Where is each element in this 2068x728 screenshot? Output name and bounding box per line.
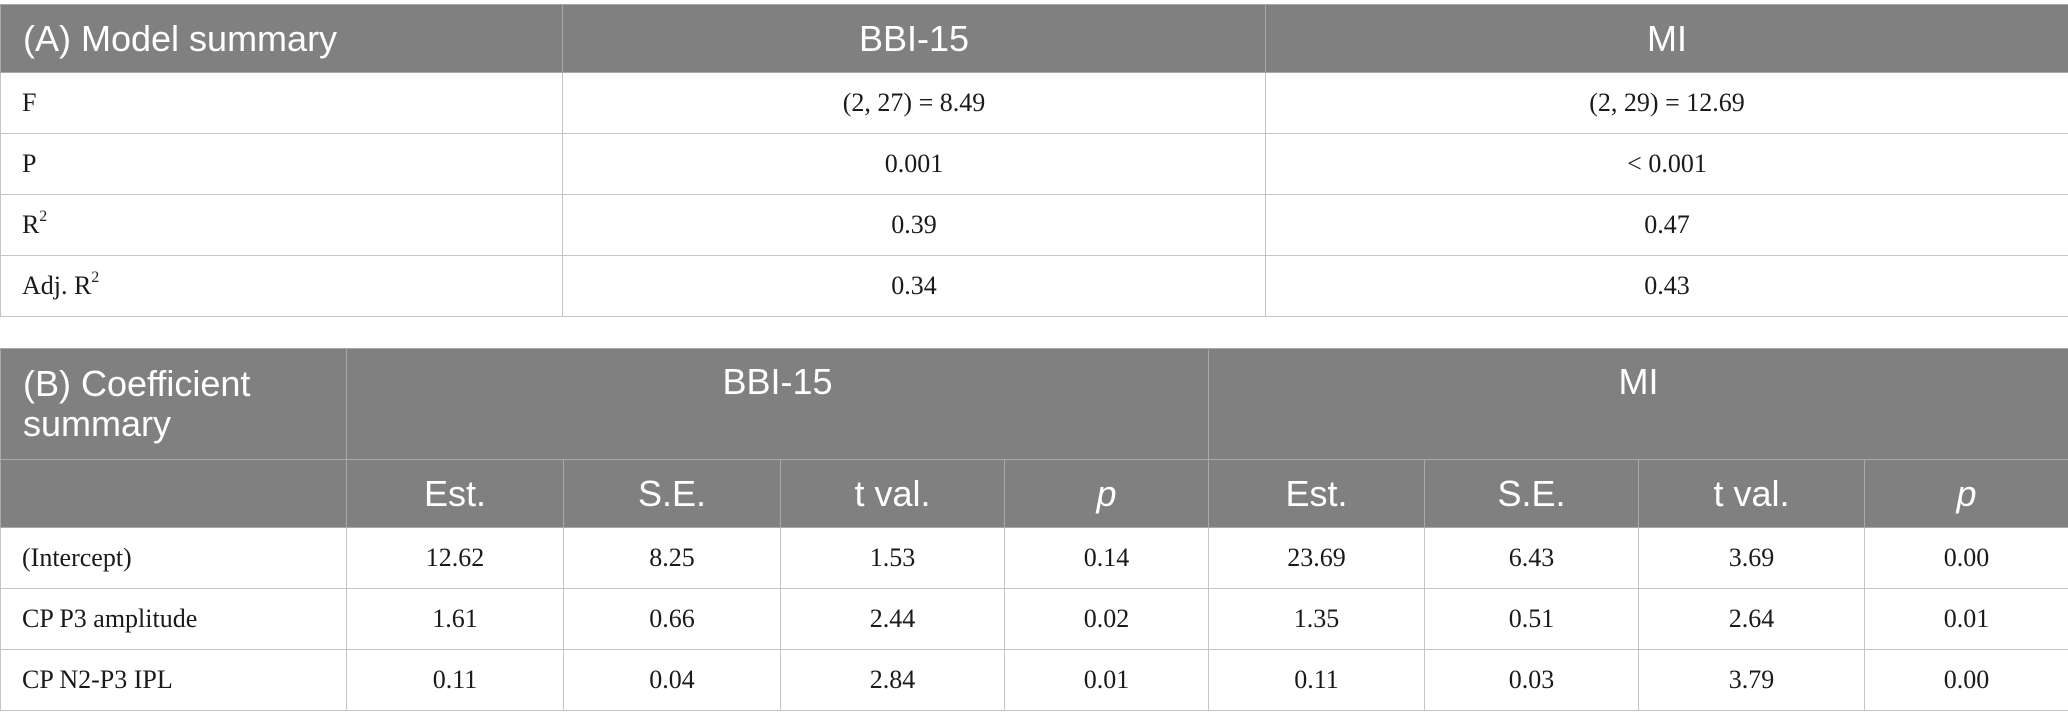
table-cell: 2.64 [1638, 588, 1865, 650]
table-row: Adj. R2 0.34 0.43 [0, 255, 2068, 317]
cell-f-bbi15: (2, 27) = 8.49 [562, 72, 1266, 134]
cell-r2-mi: 0.47 [1265, 194, 2068, 256]
table-cell: 0.66 [563, 588, 781, 650]
table-cell: 1.61 [346, 588, 564, 650]
subheader-t-val: t val. [1638, 459, 1865, 528]
cell-p-bbi15: 0.001 [562, 133, 1266, 195]
coefficient-summary-title: (B) Coefficient summary [0, 348, 347, 460]
table-cell: 0.14 [1004, 527, 1209, 589]
row-label-intercept: (Intercept) [0, 527, 347, 589]
model-summary-title: (A) Model summary [0, 4, 563, 73]
table-row: CP P3 amplitude 1.61 0.66 2.44 0.02 1.35… [0, 588, 2068, 650]
row-label-p: P [0, 133, 563, 195]
row-label-adj-r2: Adj. R2 [0, 255, 563, 317]
subheader-p: p [1004, 459, 1209, 528]
table-cell: 0.01 [1864, 588, 2068, 650]
subheader-se: S.E. [1424, 459, 1639, 528]
row-label-cp-n2-p3-ipl: CP N2-P3 IPL [0, 649, 347, 711]
table-cell: 8.25 [563, 527, 781, 589]
table-cell: 6.43 [1424, 527, 1639, 589]
cell-adj-r2-mi: 0.43 [1265, 255, 2068, 317]
row-label-f: F [0, 72, 563, 134]
coefficient-summary-group-row: (B) Coefficient summary BBI-15 MI [0, 348, 2068, 460]
table-cell: 0.01 [1004, 649, 1209, 711]
table-row: (Intercept) 12.62 8.25 1.53 0.14 23.69 6… [0, 527, 2068, 589]
subheader-se: S.E. [563, 459, 781, 528]
table-cell: 0.00 [1864, 649, 2068, 711]
subheader-p: p [1864, 459, 2068, 528]
table-cell: 1.53 [780, 527, 1005, 589]
table-cell: 2.44 [780, 588, 1005, 650]
table-cell: 0.03 [1424, 649, 1639, 711]
coefficient-summary-subheader-row: Est. S.E. t val. p Est. S.E. t val. p [0, 459, 2068, 528]
subheader-est: Est. [346, 459, 564, 528]
table-cell: 0.00 [1864, 527, 2068, 589]
coefficient-group-bbi15: BBI-15 [346, 348, 1209, 460]
coefficient-summary-table: (B) Coefficient summary BBI-15 MI Est. S… [0, 348, 2068, 711]
subheader-blank [0, 459, 347, 528]
model-summary-col-mi: MI [1265, 4, 2068, 73]
table-cell: 3.69 [1638, 527, 1865, 589]
subheader-t-val: t val. [780, 459, 1005, 528]
model-summary-table: (A) Model summary BBI-15 MI F (2, 27) = … [0, 4, 2068, 317]
coefficient-group-mi: MI [1208, 348, 2068, 460]
row-label-cp-p3-amplitude: CP P3 amplitude [0, 588, 347, 650]
cell-r2-bbi15: 0.39 [562, 194, 1266, 256]
model-summary-header-row: (A) Model summary BBI-15 MI [0, 4, 2068, 73]
table-cell: 1.35 [1208, 588, 1425, 650]
cell-f-mi: (2, 29) = 12.69 [1265, 72, 2068, 134]
table-cell: 3.79 [1638, 649, 1865, 711]
table-row: F (2, 27) = 8.49 (2, 29) = 12.69 [0, 72, 2068, 134]
model-summary-col-bbi15: BBI-15 [562, 4, 1266, 73]
table-cell: 0.04 [563, 649, 781, 711]
cell-p-mi: < 0.001 [1265, 133, 2068, 195]
table-cell: 0.11 [1208, 649, 1425, 711]
cell-adj-r2-bbi15: 0.34 [562, 255, 1266, 317]
table-row: R2 0.39 0.47 [0, 194, 2068, 256]
table-cell: 12.62 [346, 527, 564, 589]
table-cell: 23.69 [1208, 527, 1425, 589]
table-cell: 0.02 [1004, 588, 1209, 650]
table-row: P 0.001 < 0.001 [0, 133, 2068, 195]
table-cell: 0.11 [346, 649, 564, 711]
row-label-r2: R2 [0, 194, 563, 256]
table-row: CP N2-P3 IPL 0.11 0.04 2.84 0.01 0.11 0.… [0, 649, 2068, 711]
table-cell: 0.51 [1424, 588, 1639, 650]
table-cell: 2.84 [780, 649, 1005, 711]
subheader-est: Est. [1208, 459, 1425, 528]
